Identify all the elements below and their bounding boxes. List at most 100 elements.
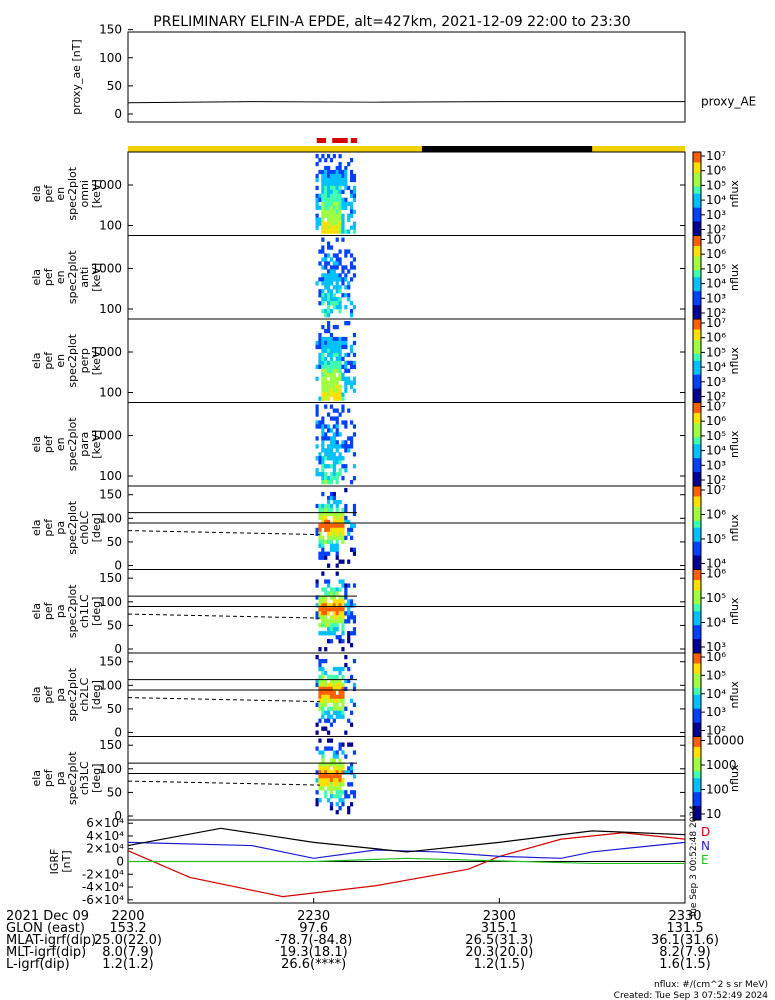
panel-ylabel: [keV] xyxy=(90,263,103,292)
spectrogram-cell xyxy=(347,603,351,608)
spectrogram-cell xyxy=(335,678,339,684)
spectrogram-cell xyxy=(324,464,328,469)
spectrogram-cell xyxy=(324,591,328,596)
spectrogram-cell xyxy=(327,305,331,310)
spectrogram-cell xyxy=(332,603,336,608)
spectrogram-cell xyxy=(341,336,345,342)
spectrogram-cell xyxy=(329,213,334,218)
ephemeris-label: L-igrf(dip) xyxy=(6,957,70,972)
spectrogram-cell xyxy=(318,507,322,513)
panel-ylabel: en xyxy=(54,354,67,368)
ephemeris-label: GLON (east) xyxy=(6,921,85,936)
igrf-line-d xyxy=(127,832,686,898)
colorbar-segment xyxy=(693,510,701,515)
spectrogram-cell xyxy=(329,507,334,513)
spectrogram-cell xyxy=(324,595,328,600)
spectrogram-cell xyxy=(338,595,342,600)
spectrogram-cell xyxy=(324,392,328,397)
panel-frame xyxy=(127,652,686,737)
anti-loss-cone-line xyxy=(127,697,320,703)
spectrogram-cell xyxy=(321,229,325,234)
spectrogram-cell xyxy=(324,257,328,262)
colorbar-tick-label: 10³ xyxy=(706,705,726,719)
spectrogram-cell xyxy=(338,782,342,787)
spectrogram-cell xyxy=(321,619,325,624)
colorbar-tick-label: 10⁴ xyxy=(706,616,726,630)
spectrogram-cell xyxy=(341,766,345,771)
colorbar-segment xyxy=(693,489,701,494)
spectrogram-cell xyxy=(324,388,328,393)
panel-ylabel: perp xyxy=(78,348,91,373)
spectrogram-cell xyxy=(329,452,334,457)
spectrogram-cell xyxy=(338,372,342,377)
colorbar-tick-label: 10⁶ xyxy=(706,567,726,581)
colorbar-segment xyxy=(693,298,701,303)
panel-ylabel: omni xyxy=(78,180,91,207)
spectrogram-cell xyxy=(324,205,328,210)
colorbar-segment xyxy=(693,802,701,807)
spectrogram-cell xyxy=(332,710,336,715)
spectrogram-cell xyxy=(321,336,325,342)
spectrogram-cell xyxy=(338,635,342,640)
spectrogram-cell xyxy=(344,464,348,469)
colorbar-segment xyxy=(693,197,701,202)
spectrogram-cell xyxy=(324,173,328,179)
spectrogram-cell xyxy=(338,758,342,763)
spectrogram-cell xyxy=(335,623,339,628)
spectrogram-cell xyxy=(329,281,334,286)
spectrogram-cell xyxy=(318,543,322,548)
spectrogram-cell xyxy=(341,269,345,274)
spectrogram-cell xyxy=(327,786,331,791)
spectrogram-cell xyxy=(324,519,328,525)
colorbar-segment xyxy=(693,552,701,556)
spectrogram-cell xyxy=(352,257,357,262)
spectrogram-cell xyxy=(321,297,325,302)
ephemeris-value: 2230 xyxy=(297,909,330,924)
spectrogram-cell xyxy=(327,169,331,175)
spectrogram-cell xyxy=(315,527,319,533)
spectrogram-cell xyxy=(321,615,325,620)
spectrogram-cell xyxy=(347,666,351,672)
spectrogram-cell xyxy=(321,519,325,525)
spectrogram-cell xyxy=(338,277,342,282)
colorbar-label: nflux xyxy=(728,430,741,458)
spectrogram-cell xyxy=(352,619,357,624)
spectrogram-cell xyxy=(347,742,351,747)
spectrogram-cell xyxy=(338,698,342,703)
colorbar-segment xyxy=(693,503,701,508)
colorbar-tick-label: 10³ xyxy=(706,291,726,305)
spectrogram-cell xyxy=(321,726,325,731)
spectrogram-cell xyxy=(321,181,325,187)
spectrogram-cell xyxy=(324,476,328,481)
panel-ytick-label: 150 xyxy=(99,571,122,585)
spectrogram-cell xyxy=(341,686,345,692)
spectrogram-cell xyxy=(321,714,325,719)
colorbar-segment xyxy=(693,496,701,501)
spectrogram-cell xyxy=(321,257,325,262)
colorbar-segment xyxy=(693,409,701,414)
spectrogram-cell xyxy=(327,535,331,540)
spectrogram-cell xyxy=(335,225,339,230)
spectrogram-cell xyxy=(321,511,325,517)
spectrogram-cell xyxy=(324,790,328,795)
colorbar-segment xyxy=(693,653,701,657)
spectrogram-cell xyxy=(332,468,336,473)
spectrogram-cell xyxy=(338,368,342,373)
spectrogram-cell xyxy=(347,718,351,723)
colorbar-segment xyxy=(693,169,701,174)
igrf-ytick-label: 6×10⁴ xyxy=(86,816,124,830)
spectrogram-cell xyxy=(335,694,339,700)
spectrogram-cell xyxy=(324,658,328,664)
panel-frame xyxy=(127,569,686,654)
spectrogram-cell xyxy=(327,177,331,183)
spectrogram-cell xyxy=(350,631,354,636)
spectrogram-cell xyxy=(315,193,319,199)
spectrogram-cell xyxy=(324,277,328,282)
spectrogram-cell xyxy=(335,440,339,445)
spectrogram-cell xyxy=(347,806,351,811)
colorbar-segment xyxy=(693,287,701,292)
spectrogram-cell xyxy=(335,507,339,513)
spectrogram-cell xyxy=(350,360,354,366)
